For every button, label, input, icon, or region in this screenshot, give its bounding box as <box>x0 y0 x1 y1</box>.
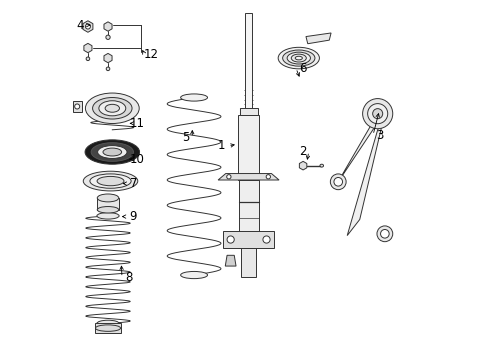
Ellipse shape <box>97 320 119 327</box>
Polygon shape <box>83 21 93 32</box>
Circle shape <box>334 177 343 186</box>
Ellipse shape <box>103 148 122 156</box>
Text: 8: 8 <box>125 271 132 284</box>
Circle shape <box>106 67 110 71</box>
Circle shape <box>363 99 393 129</box>
Ellipse shape <box>97 176 124 186</box>
Ellipse shape <box>97 207 119 213</box>
Circle shape <box>377 226 393 242</box>
Ellipse shape <box>97 213 119 219</box>
Circle shape <box>106 35 110 40</box>
Bar <box>97 198 119 210</box>
Bar <box>96 323 121 333</box>
Ellipse shape <box>283 50 315 66</box>
Polygon shape <box>338 114 378 182</box>
Text: 6: 6 <box>298 62 306 75</box>
Polygon shape <box>104 53 112 63</box>
Ellipse shape <box>99 101 126 116</box>
Circle shape <box>263 236 270 243</box>
Circle shape <box>266 175 270 179</box>
Ellipse shape <box>295 56 302 60</box>
Ellipse shape <box>97 194 119 202</box>
Ellipse shape <box>105 104 120 112</box>
Bar <box>223 231 274 248</box>
Bar <box>245 13 252 116</box>
Circle shape <box>86 57 90 60</box>
Text: 2: 2 <box>298 145 306 158</box>
Ellipse shape <box>93 98 132 119</box>
Bar <box>238 116 259 180</box>
Polygon shape <box>84 43 92 53</box>
Text: 7: 7 <box>130 177 138 190</box>
Circle shape <box>373 109 383 119</box>
Circle shape <box>85 24 91 29</box>
Text: 1: 1 <box>218 139 225 152</box>
Text: 10: 10 <box>129 153 144 166</box>
Circle shape <box>330 174 346 190</box>
Text: 4: 4 <box>76 19 84 32</box>
Text: 3: 3 <box>376 129 383 142</box>
Polygon shape <box>306 33 331 44</box>
Circle shape <box>227 236 234 243</box>
Circle shape <box>227 175 231 179</box>
Bar <box>240 108 258 116</box>
Polygon shape <box>225 255 236 266</box>
Circle shape <box>381 229 389 238</box>
Circle shape <box>368 104 388 124</box>
Circle shape <box>74 104 80 109</box>
Ellipse shape <box>181 271 208 279</box>
Polygon shape <box>73 101 82 112</box>
Bar <box>239 180 259 248</box>
Text: 9: 9 <box>129 210 137 223</box>
Bar <box>241 248 256 277</box>
Ellipse shape <box>83 171 138 191</box>
Polygon shape <box>347 121 383 235</box>
Ellipse shape <box>278 47 319 69</box>
Ellipse shape <box>320 164 323 167</box>
Ellipse shape <box>91 143 133 161</box>
Text: 5: 5 <box>182 131 190 144</box>
Ellipse shape <box>291 54 306 62</box>
Ellipse shape <box>96 325 121 331</box>
Ellipse shape <box>181 94 208 101</box>
Ellipse shape <box>90 174 131 188</box>
Ellipse shape <box>85 93 139 123</box>
Ellipse shape <box>287 52 311 64</box>
Polygon shape <box>299 161 307 170</box>
Text: 11: 11 <box>130 117 145 130</box>
Ellipse shape <box>85 140 140 164</box>
Polygon shape <box>104 22 112 31</box>
Ellipse shape <box>98 145 127 158</box>
Text: 12: 12 <box>144 48 159 61</box>
Polygon shape <box>218 174 279 180</box>
